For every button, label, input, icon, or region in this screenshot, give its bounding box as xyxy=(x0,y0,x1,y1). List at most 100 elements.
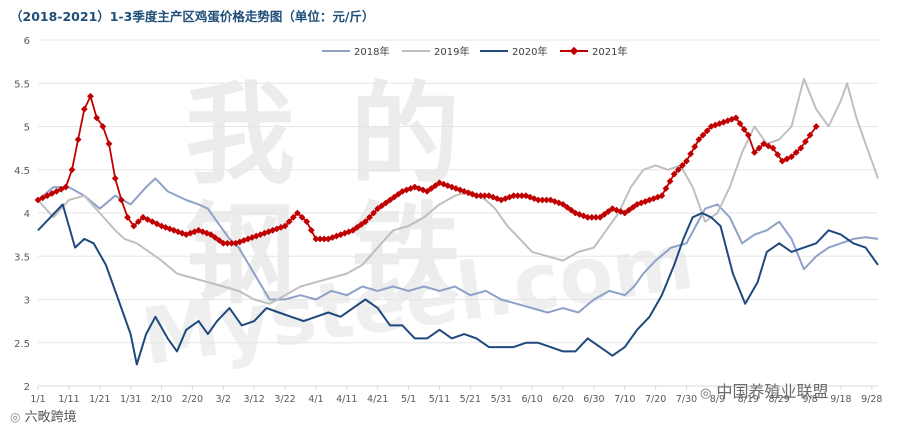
y-tick-label: 6 xyxy=(24,36,30,47)
series-group xyxy=(34,77,879,366)
series-marker xyxy=(423,187,431,195)
x-tick-label: 4/21 xyxy=(367,394,388,405)
series-marker xyxy=(703,127,711,135)
y-tick-label: 3 xyxy=(24,296,30,307)
x-tick-label: 4/11 xyxy=(336,394,357,405)
series-line-2020年 xyxy=(37,203,879,366)
wechat-icon: ◎ xyxy=(700,386,712,401)
legend-label: 2020年 xyxy=(512,45,547,58)
x-tick-label: 8/9 xyxy=(710,394,725,405)
series-marker xyxy=(477,192,485,200)
series-marker xyxy=(699,131,707,139)
y-tick-label: 4 xyxy=(24,209,30,220)
series-marker xyxy=(764,142,772,150)
series-marker xyxy=(144,216,152,223)
series-marker xyxy=(427,185,435,192)
series-marker xyxy=(674,166,682,174)
series-marker xyxy=(353,224,361,231)
series-marker xyxy=(130,222,138,230)
series-marker xyxy=(382,199,390,207)
series-marker xyxy=(294,209,301,217)
series-marker xyxy=(357,221,365,228)
series-marker xyxy=(670,170,678,178)
series-marker xyxy=(604,208,612,215)
x-tick-label: 9/18 xyxy=(830,394,851,405)
series-marker xyxy=(316,235,324,243)
series-marker xyxy=(303,218,311,226)
series-marker xyxy=(224,239,231,247)
series-marker xyxy=(658,192,666,200)
legend: 2018年 2019年 2020年 2021年 xyxy=(322,45,627,58)
series-marker xyxy=(625,206,633,214)
series-marker xyxy=(806,131,814,139)
chart-title: （2018-2021）1-3季度主产区鸡蛋价格走势图（单位：元/斤） xyxy=(10,9,375,24)
footer-left-text: 六畋跨境 xyxy=(24,410,77,425)
series-marker xyxy=(111,175,119,182)
watermark-char-3: 钢 xyxy=(185,191,295,319)
x-tick-label: 1/21 xyxy=(89,394,110,405)
x-tick-label: 2/10 xyxy=(151,394,172,405)
legend-label: 2019年 xyxy=(434,45,469,58)
x-tick-label: 5/21 xyxy=(460,394,481,405)
series-marker xyxy=(792,149,800,156)
x-tick-label: 3/22 xyxy=(274,394,295,405)
series-marker xyxy=(751,149,758,156)
series-marker xyxy=(539,196,546,204)
series-marker xyxy=(695,136,703,143)
series-marker xyxy=(148,218,156,226)
series-marker xyxy=(534,196,542,204)
series-marker xyxy=(153,220,161,228)
series-marker xyxy=(514,192,522,200)
x-tick-label: 3/2 xyxy=(216,394,231,405)
series-marker xyxy=(207,231,215,239)
series-marker xyxy=(431,182,439,190)
series-marker xyxy=(797,144,805,152)
x-tick-label: 7/30 xyxy=(676,394,697,405)
y-tick-label: 2.5 xyxy=(14,339,30,350)
x-tick-label: 1/11 xyxy=(58,394,79,405)
series-marker xyxy=(366,213,373,221)
x-tick-label: 5/1 xyxy=(401,394,416,405)
series-marker xyxy=(687,150,695,158)
series-marker xyxy=(481,192,489,200)
x-tick-label: 5/31 xyxy=(491,394,512,405)
series-marker xyxy=(592,213,600,221)
x-tick-label: 6/30 xyxy=(583,394,604,405)
x-axis-tick-labels: 1/1 1/11 1/21 1/31 2/10 2/20 3/2 3/12 3/22 4/1 4/1… xyxy=(30,386,882,405)
series-marker xyxy=(139,213,147,221)
x-tick-label: 7/20 xyxy=(645,394,666,405)
series-marker xyxy=(774,151,782,159)
y-gridlines xyxy=(38,39,878,344)
x-tick-label: 7/10 xyxy=(614,394,635,405)
series-marker xyxy=(802,138,809,146)
series-marker xyxy=(473,192,480,200)
series-marker xyxy=(386,196,394,204)
series-marker xyxy=(105,140,113,148)
series-marker xyxy=(736,120,744,128)
series-marker xyxy=(732,114,740,122)
watermark-char-4: 铁 xyxy=(350,191,460,319)
series-marker xyxy=(679,162,686,169)
series-marker xyxy=(289,213,297,221)
series-marker xyxy=(93,114,101,122)
wechat-icon: ◎ xyxy=(10,410,21,424)
x-tick-label: 6/20 xyxy=(552,394,573,405)
series-marker xyxy=(298,213,306,221)
series-marker xyxy=(543,196,550,204)
series-marker xyxy=(68,166,76,174)
series-marker xyxy=(117,196,125,204)
series-marker xyxy=(769,144,777,152)
series-marker xyxy=(361,218,369,226)
footer-logo-right: ◎ 中国养殖业联盟 xyxy=(700,378,828,402)
series-marker xyxy=(662,185,670,192)
series-marker xyxy=(219,239,227,247)
y-tick-label: 4.5 xyxy=(14,166,30,177)
series-marker xyxy=(99,123,107,130)
series-marker xyxy=(349,226,357,234)
series-marker xyxy=(285,218,293,226)
series-marker xyxy=(307,226,315,234)
y-tick-label: 2 xyxy=(24,382,30,393)
x-tick-label: 8/29 xyxy=(769,394,790,405)
series-marker xyxy=(370,209,377,217)
